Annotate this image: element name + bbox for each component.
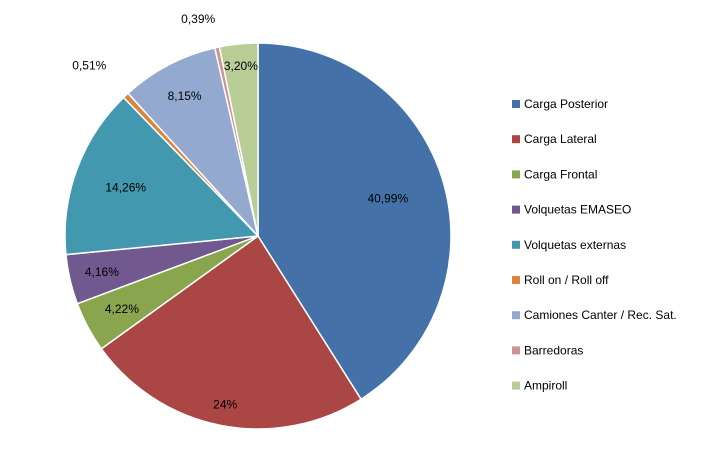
data-label: 3,20%: [224, 59, 258, 73]
legend-label: Ampiroll: [524, 379, 567, 393]
legend-swatch: [512, 100, 520, 108]
data-label: 8,15%: [168, 89, 202, 103]
legend-label: Barredoras: [524, 343, 583, 357]
legend-swatch: [512, 346, 520, 355]
legend-swatch: [512, 276, 520, 284]
legend-swatch: [512, 205, 520, 214]
legend-swatch: [512, 135, 520, 144]
legend-label: Carga Posterior: [524, 97, 608, 111]
legend: Carga Posterior Carga Lateral Carga Fronta…: [512, 97, 677, 393]
data-label: 0,39%: [181, 12, 215, 26]
data-label: 0,51%: [72, 59, 106, 73]
data-labels: 40,99% 24% 4,22% 4,16% 14,26% 0,51% 8,15% 0,39%…: [72, 12, 408, 412]
legend-label: Volquetas EMASEO: [524, 203, 631, 217]
data-label: 40,99%: [367, 192, 408, 206]
pie-slice-ampiroll: [218, 42, 259, 237]
data-label: 14,26%: [105, 181, 146, 195]
pie-slice-volquetas-externas: [64, 96, 260, 256]
pie-slice-carga-posterior: [257, 42, 452, 401]
legend-label: Roll on / Roll off: [524, 273, 609, 287]
legend-label: Carga Lateral: [524, 132, 597, 146]
data-label: 4,16%: [85, 265, 119, 279]
legend-swatch: [512, 311, 520, 320]
legend-swatch: [512, 381, 520, 390]
pie-slices: [64, 42, 452, 430]
data-label: 4,22%: [105, 302, 139, 316]
legend-label: Volquetas externas: [524, 238, 626, 252]
data-label: 24%: [213, 398, 237, 412]
legend-label: Carga Frontal: [524, 167, 597, 181]
legend-swatch: [512, 170, 520, 179]
legend-label: Camiones Canter / Rec. Sat.: [524, 308, 677, 322]
legend-swatch: [512, 240, 520, 249]
pie-slice-carga-lateral: [100, 234, 363, 430]
